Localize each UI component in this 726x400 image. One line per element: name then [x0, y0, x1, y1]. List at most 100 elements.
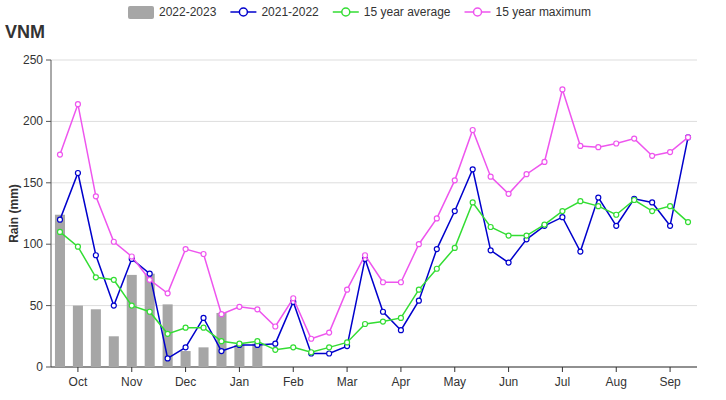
marker	[668, 150, 673, 155]
marker	[470, 127, 475, 132]
marker	[488, 174, 493, 179]
marker	[291, 296, 296, 301]
marker	[201, 325, 206, 330]
grid-line	[51, 182, 697, 183]
marker	[93, 194, 98, 199]
x-tick-label: Dec	[175, 375, 196, 389]
marker	[686, 135, 691, 140]
marker	[363, 253, 368, 258]
x-tick-label: Apr	[392, 375, 411, 389]
grid-line	[51, 60, 697, 61]
marker	[201, 315, 206, 320]
bar	[234, 345, 244, 367]
marker	[309, 350, 314, 355]
x-tick-label: Oct	[69, 375, 88, 389]
marker	[273, 341, 278, 346]
marker	[614, 212, 619, 217]
legend-label: 15 year maximum	[496, 5, 591, 19]
y-tick	[46, 367, 51, 368]
marker	[147, 277, 152, 282]
legend-label: 2022-2023	[159, 5, 217, 19]
y-axis-label: Rain (mm)	[7, 184, 21, 243]
marker	[165, 291, 170, 296]
marker	[237, 304, 242, 309]
marker	[345, 287, 350, 292]
marker	[614, 141, 619, 146]
marker	[147, 309, 152, 314]
marker	[219, 349, 224, 354]
marker	[524, 233, 529, 238]
x-tick	[616, 367, 617, 372]
marker	[470, 200, 475, 205]
marker	[129, 303, 134, 308]
marker	[650, 200, 655, 205]
marker	[578, 199, 583, 204]
x-tick-label: Nov	[121, 375, 142, 389]
marker	[434, 266, 439, 271]
marker	[416, 287, 421, 292]
x-tick	[239, 367, 240, 372]
x-tick-label: Jan	[230, 375, 249, 389]
x-tick-label: Mar	[337, 375, 358, 389]
marker	[578, 249, 583, 254]
marker	[524, 172, 529, 177]
bar	[55, 215, 65, 367]
marker	[434, 247, 439, 252]
marker	[380, 280, 385, 285]
bar	[216, 313, 226, 367]
bar	[199, 347, 209, 367]
marker	[632, 136, 637, 141]
marker	[380, 309, 385, 314]
marker	[506, 233, 511, 238]
legend-swatch	[239, 8, 247, 16]
marker	[111, 239, 116, 244]
marker	[650, 153, 655, 158]
y-axis	[51, 60, 52, 367]
marker	[255, 307, 260, 312]
x-tick	[77, 367, 78, 372]
bar	[127, 275, 137, 367]
marker	[147, 271, 152, 276]
marker	[363, 322, 368, 327]
marker	[93, 275, 98, 280]
marker	[542, 159, 547, 164]
chart: 050100150200250OctNovDecJanFebMarAprMayJ…	[0, 0, 726, 400]
marker	[560, 87, 565, 92]
marker	[398, 328, 403, 333]
x-tick	[347, 367, 348, 372]
marker	[57, 229, 62, 234]
legend-label: 2021-2022	[261, 5, 319, 19]
marker	[542, 222, 547, 227]
marker	[416, 298, 421, 303]
marker	[380, 319, 385, 324]
y-tick-label: 50	[30, 299, 44, 313]
marker	[506, 260, 511, 265]
marker	[632, 197, 637, 202]
marker	[237, 341, 242, 346]
marker	[596, 204, 601, 209]
marker	[255, 339, 260, 344]
marker	[273, 324, 278, 329]
x-tick	[508, 367, 509, 372]
y-tick	[46, 121, 51, 122]
x-tick	[454, 367, 455, 372]
marker	[560, 215, 565, 220]
marker	[183, 325, 188, 330]
marker	[165, 331, 170, 336]
marker	[309, 336, 314, 341]
marker	[686, 220, 691, 225]
marker	[560, 209, 565, 214]
y-tick-label: 150	[23, 176, 43, 190]
marker	[57, 152, 62, 157]
marker	[506, 191, 511, 196]
bar	[73, 306, 83, 367]
marker	[596, 145, 601, 150]
marker	[578, 143, 583, 148]
grid-line	[51, 121, 697, 122]
marker	[201, 252, 206, 257]
marker	[452, 178, 457, 183]
marker	[291, 345, 296, 350]
x-tick	[185, 367, 186, 372]
plot-area	[55, 87, 691, 367]
y-tick	[46, 305, 51, 306]
